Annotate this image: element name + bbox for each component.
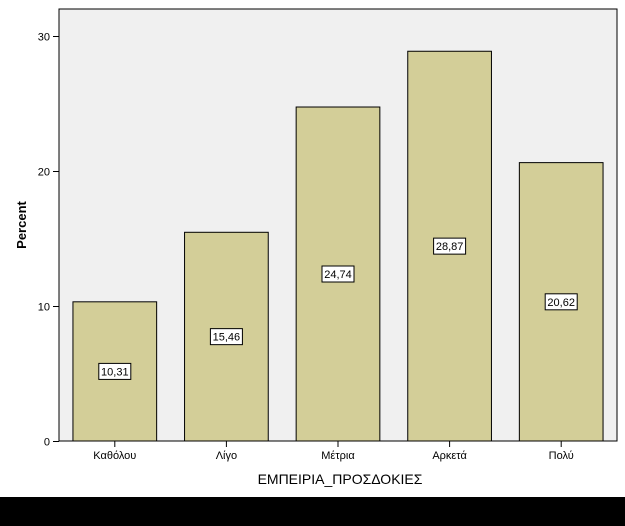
x-tick-label: Αρκετά — [432, 450, 467, 462]
y-axis: 0 10 20 30 — [38, 32, 59, 449]
x-axis: Καθόλου Λίγο Μέτρια Αρκετά Πολύ — [93, 441, 574, 462]
data-label-box — [433, 237, 467, 255]
bottom-black-band — [0, 497, 625, 526]
chart-svg: 0 10 20 30 Καθόλου Λίγο Μέτρια Αρκετά Πολύ 10,3… — [14, 8, 618, 487]
bars: 10,31 15,46 24,74 28,87 20,62 — [72, 50, 604, 442]
x-tick-label: Πολύ — [549, 450, 574, 462]
y-axis-title: Percent — [14, 200, 29, 248]
x-tick-label: Καθόλου — [93, 450, 136, 462]
x-tick-label: Μέτρια — [321, 450, 355, 462]
data-label-box — [98, 362, 132, 380]
x-tick-label: Λίγο — [216, 450, 237, 462]
data-label-box — [321, 265, 355, 283]
data-label: 24,74 — [324, 269, 352, 281]
y-tick-label: 0 — [44, 437, 50, 449]
data-label-box — [544, 293, 578, 311]
data-label-box — [209, 328, 243, 346]
x-axis-title: ΕΜΠΕΙΡΙΑ_ΠΡΟΣΔΟΚΙΕΣ — [258, 471, 423, 487]
data-label: 28,87 — [436, 241, 464, 253]
data-label: 20,62 — [547, 297, 575, 309]
y-tick-label: 20 — [38, 167, 50, 179]
data-label: 15,46 — [213, 332, 241, 344]
y-tick-label: 30 — [38, 32, 50, 44]
y-tick-label: 10 — [38, 302, 50, 314]
data-label: 10,31 — [101, 366, 129, 378]
